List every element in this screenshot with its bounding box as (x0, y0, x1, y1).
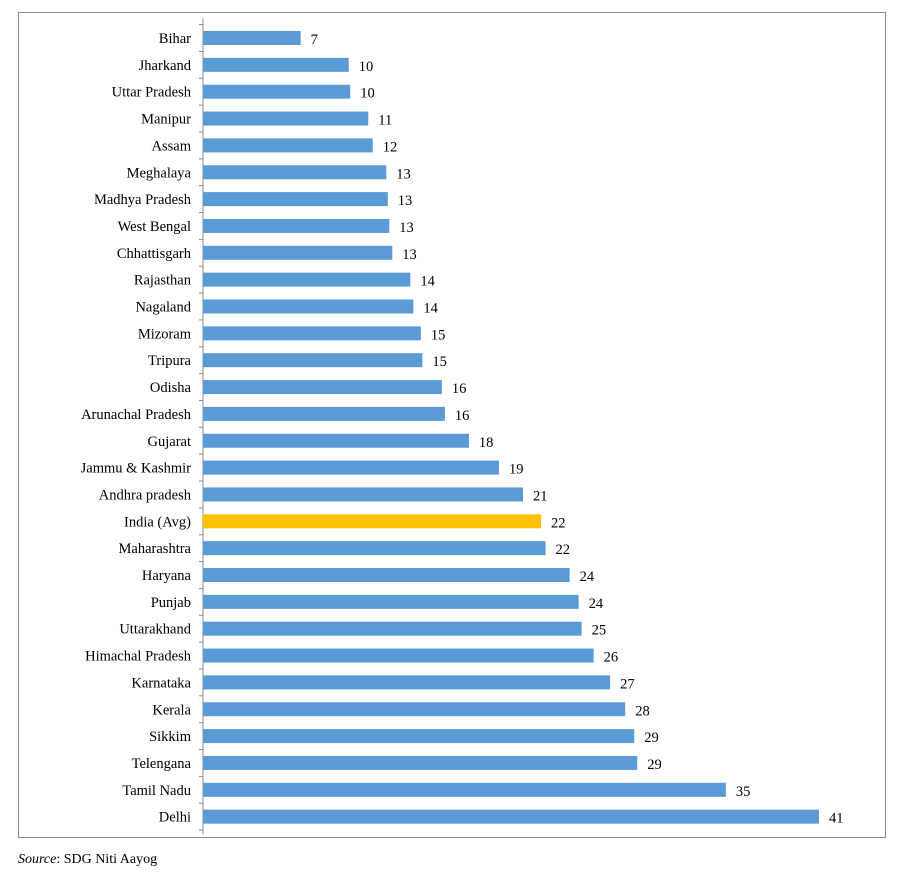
data-label: 15 (432, 354, 447, 370)
category-label: Andhra pradesh (99, 487, 192, 503)
category-label: Chhattisgarh (117, 246, 192, 262)
category-label: Kerala (152, 702, 191, 718)
data-label: 10 (359, 59, 374, 75)
data-label: 12 (383, 139, 398, 155)
category-label: Rajasthan (134, 273, 192, 289)
bar-chart: Bihar 7 Jharkand 10 Uttar Pradesh 10 Manipur 11… (81, 18, 844, 835)
category-label: Himachal Pradesh (85, 649, 192, 665)
data-label: 13 (396, 166, 411, 182)
bar-bihar (203, 31, 301, 45)
data-label: 21 (533, 488, 548, 504)
category-label: Tripura (148, 353, 192, 369)
bar-maharashtra (203, 541, 546, 556)
chart-frame: Bihar 7 Jharkand 10 Uttar Pradesh 10 Manipur 11… (18, 12, 886, 838)
category-label: Nagaland (135, 300, 191, 316)
category-label: Manipur (141, 112, 191, 128)
data-label: 16 (455, 408, 470, 424)
bar-punjab (203, 594, 579, 609)
data-label: 13 (402, 247, 417, 263)
data-label: 14 (423, 301, 438, 317)
category-label: India (Avg) (124, 514, 191, 530)
bar-delhi (203, 809, 819, 824)
bar-odisha (203, 380, 442, 395)
bar-karnataka (203, 675, 611, 690)
data-label: 18 (479, 435, 494, 451)
category-label: Maharashtra (119, 541, 192, 557)
category-label: Gujarat (148, 434, 191, 450)
category-label: Tamil Nadu (122, 783, 191, 799)
bar-jharkand (203, 57, 349, 72)
data-label: 22 (556, 542, 571, 558)
bar-rajasthan (203, 272, 411, 287)
category-label: Odisha (150, 380, 192, 396)
data-label: 11 (378, 113, 392, 129)
source-label: Source (18, 852, 57, 867)
bar-meghalaya (203, 165, 387, 180)
category-label: Assam (152, 138, 192, 154)
data-label: 29 (647, 757, 662, 773)
source-note: Source: SDG Niti Aayog (18, 852, 157, 868)
bar-sikkim (203, 729, 635, 744)
bar-haryana (203, 568, 570, 582)
bar-andhra-pradesh (203, 487, 524, 502)
category-label: Telengana (132, 756, 192, 772)
data-label: 19 (509, 462, 523, 478)
bar-jammu-kashmir (203, 460, 499, 475)
category-label: West Bengal (118, 219, 191, 235)
data-label: 26 (604, 650, 619, 666)
category-label: Arunachal Pradesh (81, 407, 192, 423)
data-label: 10 (360, 86, 375, 102)
bar-manipur (203, 111, 369, 126)
bar-west-bengal (203, 218, 390, 233)
data-label: 35 (736, 784, 751, 800)
category-label: Bihar (159, 31, 191, 47)
bar-tamil-nadu (203, 782, 726, 797)
data-label: 22 (551, 515, 566, 531)
bar-kerala (203, 702, 626, 717)
bar-mizoram (203, 326, 421, 341)
bar-tripura (203, 353, 423, 368)
data-label: 25 (592, 623, 607, 639)
data-label: 27 (620, 676, 635, 692)
bar-chhattisgarh (203, 245, 393, 260)
category-label: Uttarakhand (119, 622, 191, 638)
data-label: 24 (580, 569, 595, 585)
bar-india-avg (203, 514, 542, 529)
category-label: Haryana (142, 568, 192, 584)
category-label: Jharkand (139, 58, 192, 74)
bar-uttar-pradesh (203, 84, 351, 99)
data-label: 13 (399, 220, 414, 236)
category-label: Karnataka (131, 675, 191, 691)
data-label: 28 (635, 703, 650, 719)
category-label: Delhi (159, 810, 191, 826)
data-label: 7 (311, 32, 318, 48)
bar-assam (203, 138, 373, 153)
category-label: Jammu & Kashmir (81, 461, 192, 477)
data-label: 13 (398, 193, 413, 209)
bar-madhya-pradesh (203, 192, 388, 207)
data-label: 41 (829, 811, 844, 827)
bar-himachal-pradesh (203, 648, 594, 663)
data-label: 16 (452, 381, 467, 397)
category-label: Meghalaya (127, 165, 192, 181)
category-label: Punjab (151, 595, 191, 611)
source-text: : SDG Niti Aayog (56, 852, 158, 867)
data-label: 14 (420, 274, 435, 290)
bar-telengana (203, 755, 638, 770)
bar-uttarakhand (203, 621, 582, 636)
category-label: Sikkim (149, 729, 192, 745)
bar-arunachal-pradesh (203, 406, 445, 421)
category-label: Mizoram (138, 326, 192, 342)
category-label: Uttar Pradesh (112, 85, 192, 101)
data-label: 15 (431, 327, 446, 343)
data-label: 29 (644, 730, 659, 746)
data-label: 24 (589, 596, 604, 612)
category-label: Madhya Pradesh (94, 192, 192, 208)
bar-nagaland (203, 299, 414, 314)
bar-gujarat (203, 433, 469, 448)
